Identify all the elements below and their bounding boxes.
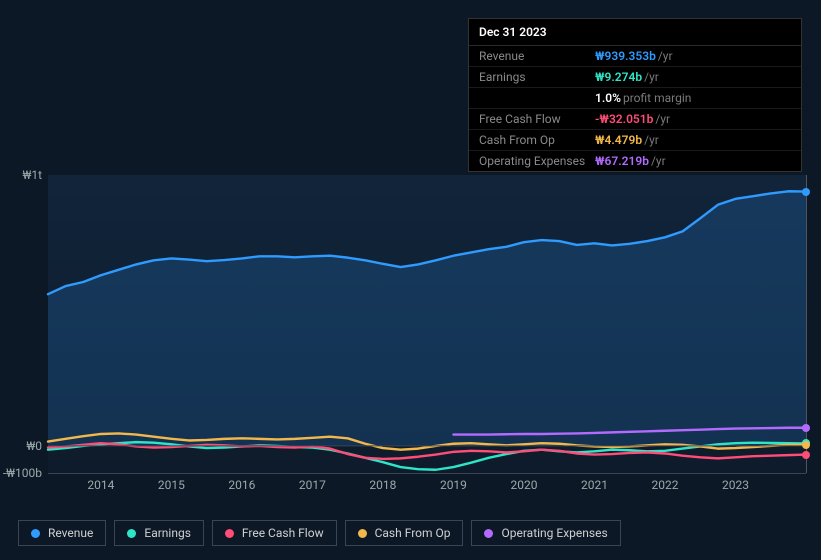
series-end-marker: [802, 424, 810, 432]
tooltip-row-suffix: /yr: [658, 49, 673, 63]
x-tick-label: 2016: [228, 478, 255, 492]
tooltip-row-value: ₩9.274b: [595, 70, 642, 84]
tooltip-row: Earnings₩9.274b /yr: [469, 67, 801, 88]
legend-item-earnings[interactable]: Earnings: [114, 520, 204, 546]
series-end-marker: [802, 451, 810, 459]
tooltip-row-suffix: profit margin: [623, 91, 691, 105]
legend-swatch: [358, 529, 367, 538]
legend-swatch: [484, 529, 493, 538]
tooltip-row-suffix: /yr: [644, 133, 659, 147]
tooltip-row: Operating Expenses₩67.219b /yr: [469, 151, 801, 171]
tooltip-row-suffix: /yr: [655, 112, 670, 126]
legend-item-revenue[interactable]: Revenue: [18, 520, 106, 546]
x-tick-label: 2020: [510, 478, 537, 492]
x-tick-label: 2019: [440, 478, 467, 492]
tooltip-row-value: ₩4.479b: [595, 133, 642, 147]
series-end-marker: [802, 441, 810, 449]
y-tick-label: -₩100b: [3, 466, 42, 480]
legend-swatch: [31, 529, 40, 538]
y-tick-label: ₩0: [26, 439, 42, 453]
x-tick-label: 2021: [581, 478, 608, 492]
chart-svg: [48, 175, 806, 473]
series-end-marker: [802, 188, 810, 196]
tooltip-row-label: Earnings: [479, 70, 595, 84]
x-tick-label: 2015: [158, 478, 185, 492]
tooltip-row-suffix: /yr: [651, 154, 666, 168]
legend-item-free-cash-flow[interactable]: Free Cash Flow: [212, 520, 337, 546]
chart-tooltip: Dec 31 2023 Revenue₩939.353b /yrEarnings…: [468, 18, 802, 172]
tooltip-row: Cash From Op₩4.479b /yr: [469, 130, 801, 151]
legend-label: Operating Expenses: [501, 526, 607, 540]
x-tick-label: 2023: [722, 478, 749, 492]
legend-swatch: [225, 529, 234, 538]
tooltip-row: 1.0% profit margin: [469, 88, 801, 109]
chart-legend: Revenue Earnings Free Cash Flow Cash From O…: [18, 520, 621, 546]
tooltip-row: Free Cash Flow-₩32.051b /yr: [469, 109, 801, 130]
chart-x-axis: 2014 2015 2016 2017 2018 2019 2020 2021 2022 2023: [48, 478, 806, 498]
tooltip-row-value: 1.0%: [595, 91, 621, 105]
tooltip-row-label: Operating Expenses: [479, 154, 595, 168]
legend-label: Free Cash Flow: [242, 526, 324, 540]
x-tick-label: 2014: [87, 478, 114, 492]
tooltip-row: Revenue₩939.353b /yr: [469, 46, 801, 67]
tooltip-row-suffix: /yr: [644, 70, 659, 84]
x-tick-label: 2022: [651, 478, 678, 492]
chart-plot-area[interactable]: ₩1t₩0-₩100b: [48, 175, 806, 474]
x-tick-label: 2017: [299, 478, 326, 492]
legend-label: Earnings: [144, 526, 191, 540]
legend-label: Cash From Op: [375, 526, 451, 540]
tooltip-row-value: -₩32.051b: [595, 112, 653, 126]
y-tick-label: ₩1t: [22, 168, 42, 182]
tooltip-row-label: [479, 91, 595, 105]
tooltip-row-label: Revenue: [479, 49, 595, 63]
legend-item-operating-expenses[interactable]: Operating Expenses: [471, 520, 620, 546]
legend-item-cash-from-op[interactable]: Cash From Op: [345, 520, 464, 546]
tooltip-date: Dec 31 2023: [469, 19, 801, 46]
legend-swatch: [127, 529, 136, 538]
tooltip-row-label: Cash From Op: [479, 133, 595, 147]
legend-label: Revenue: [48, 526, 93, 540]
tooltip-row-label: Free Cash Flow: [479, 112, 595, 126]
x-tick-label: 2018: [369, 478, 396, 492]
tooltip-row-value: ₩67.219b: [595, 154, 649, 168]
tooltip-row-value: ₩939.353b: [595, 49, 656, 63]
